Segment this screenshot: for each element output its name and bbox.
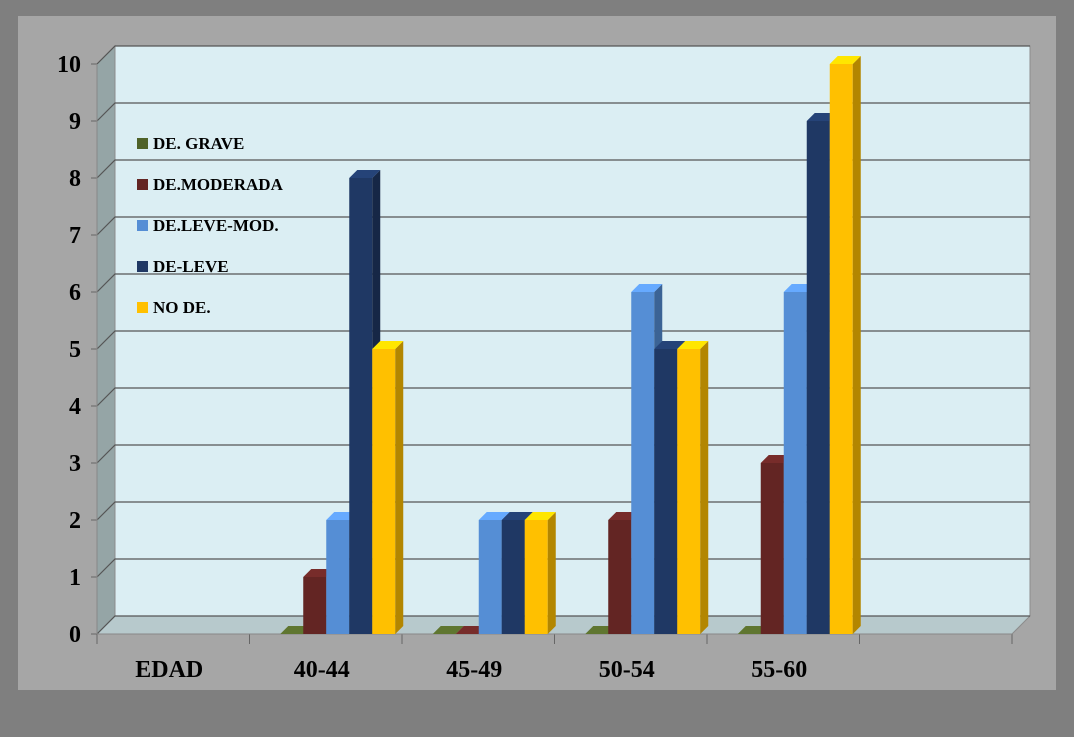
y-tick-label: 8 bbox=[69, 166, 81, 192]
x-tick-label: EDAD bbox=[135, 657, 203, 683]
chart-frame: 0 1 2 3 4 5 6 7 8 9 10 EDAD 40-44 45-49 50-54 55-60 DE. … bbox=[18, 16, 1056, 690]
y-tick-label: 3 bbox=[69, 451, 81, 477]
legend-item: DE. GRAVE bbox=[137, 134, 244, 153]
y-tick-label: 9 bbox=[69, 109, 81, 135]
legend-label: DE.MODERADA bbox=[153, 175, 284, 194]
legend-swatch bbox=[137, 179, 148, 190]
legend-swatch bbox=[137, 138, 148, 149]
legend-label: DE-LEVE bbox=[153, 257, 229, 276]
y-tick-label: 1 bbox=[69, 565, 81, 591]
y-tick-label: 6 bbox=[69, 280, 81, 306]
bar bbox=[372, 341, 403, 634]
legend-swatch bbox=[137, 220, 148, 231]
legend-label: DE. GRAVE bbox=[153, 134, 244, 153]
legend-item: DE.MODERADA bbox=[137, 175, 284, 194]
x-tick-label: 55-60 bbox=[751, 657, 807, 683]
legend-label: DE.LEVE-MOD. bbox=[153, 216, 279, 235]
legend-swatch bbox=[137, 261, 148, 272]
y-tick-label: 5 bbox=[69, 337, 81, 363]
legend-label: NO DE. bbox=[153, 298, 211, 317]
y-tick-label: 4 bbox=[69, 394, 81, 420]
y-tick-label: 0 bbox=[69, 622, 81, 648]
bar bbox=[830, 56, 861, 634]
bar bbox=[677, 341, 708, 634]
legend-swatch bbox=[137, 302, 148, 313]
bar bbox=[525, 512, 556, 634]
y-tick-label: 2 bbox=[69, 508, 81, 534]
legend-item: DE.LEVE-MOD. bbox=[137, 216, 279, 235]
y-tick-label: 10 bbox=[57, 52, 81, 78]
bar-chart: 0 1 2 3 4 5 6 7 8 9 10 EDAD 40-44 45-49 50-54 55-60 DE. … bbox=[18, 16, 1074, 737]
x-tick-label: 45-49 bbox=[446, 657, 502, 683]
x-tick-label: 50-54 bbox=[599, 657, 655, 683]
plot-floor bbox=[97, 616, 1030, 634]
y-tick-label: 7 bbox=[69, 223, 81, 249]
x-tick-label: 40-44 bbox=[294, 657, 350, 683]
